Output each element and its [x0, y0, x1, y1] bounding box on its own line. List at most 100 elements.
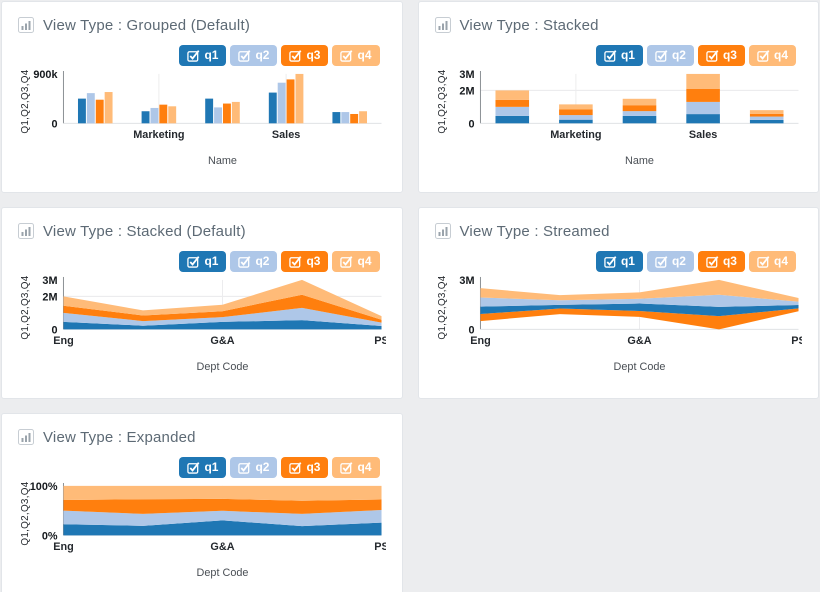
area-q3[interactable]: [63, 294, 382, 323]
legend-item-q1[interactable]: q1: [179, 457, 227, 478]
legend-item-q2[interactable]: q2: [230, 251, 278, 272]
area-q1[interactable]: [63, 520, 382, 536]
bar-q4-Marketing[interactable]: [168, 106, 177, 124]
bar-segment-q3-Eng[interactable]: [494, 99, 529, 107]
bar-q3-Eng[interactable]: [95, 99, 104, 124]
stacked-chart[interactable]: 3M 2M 0 Marketing Sales Name Q1,Q2,Q3,Q4: [435, 68, 803, 173]
bar-q3-Marketing[interactable]: [159, 104, 168, 124]
panel-header: View Type : Streamed: [434, 220, 803, 242]
bar-segment-q4-PS[interactable]: [749, 110, 784, 114]
expanded-chart[interactable]: 100% 0%Eng G&A PS Dept Code Q1,Q2,Q3,Q4: [18, 480, 386, 585]
bar-q3-PS[interactable]: [350, 113, 359, 124]
legend-item-q4[interactable]: q4: [748, 251, 796, 272]
y-tick-label: 0: [468, 324, 474, 336]
legend-item-q4[interactable]: q4: [332, 457, 380, 478]
checkbox-checked-icon: [655, 50, 668, 62]
legend-item-q1[interactable]: q1: [179, 251, 227, 272]
bar-q1-PS[interactable]: [332, 112, 341, 124]
legend-item-q3[interactable]: q3: [281, 45, 329, 66]
bar-segment-q4-Eng[interactable]: [494, 90, 529, 100]
y-tick-label: 0: [51, 324, 57, 336]
bar-q2-Marketing[interactable]: [150, 107, 159, 124]
legend-item-q4[interactable]: q4: [332, 251, 380, 272]
panel-streamed: View Type : Streamed q1 q2 q3 q4 3M 0 Eng G&A P…: [417, 207, 819, 399]
checkbox-checked-icon: [187, 256, 200, 268]
bar-q2-Sales[interactable]: [277, 82, 286, 124]
bar-segment-q1-Marketing[interactable]: [558, 119, 593, 124]
legend-item-q2[interactable]: q2: [646, 45, 694, 66]
area-q4[interactable]: [63, 279, 382, 320]
bar-segment-q4-Marketing[interactable]: [558, 104, 593, 110]
bar-segment-q2-Marketing[interactable]: [558, 115, 593, 120]
y-tick-label: 0: [51, 118, 57, 130]
area-q4[interactable]: [479, 279, 799, 302]
bar-q4-Eng[interactable]: [104, 92, 113, 124]
x-tick-label: PS: [791, 335, 802, 347]
legend-item-q4[interactable]: q4: [748, 45, 796, 66]
legend-item-q3[interactable]: q3: [697, 251, 745, 272]
x-tick-label: Eng: [53, 335, 74, 347]
bar-q4-Sales[interactable]: [295, 73, 304, 124]
area-q1[interactable]: [479, 303, 799, 317]
bar-segment-q3-Sales[interactable]: [685, 88, 720, 102]
legend-item-q3[interactable]: q3: [697, 45, 745, 66]
checkbox-checked-icon: [289, 256, 302, 268]
bar-segment-q2-Eng[interactable]: [494, 106, 529, 116]
legend-item-label: q2: [671, 254, 686, 268]
area-q2[interactable]: [63, 510, 382, 527]
legend-item-q3[interactable]: q3: [281, 251, 329, 272]
bar-segment-q4-Sales[interactable]: [685, 73, 720, 89]
legend-item-q1[interactable]: q1: [595, 45, 643, 66]
panel-header: View Type : Expanded: [18, 426, 386, 448]
bar-chart-icon: [18, 223, 34, 239]
bar-q2-PS[interactable]: [341, 112, 350, 124]
legend-item-label: q3: [306, 48, 321, 62]
bar-q1-Eng[interactable]: [77, 98, 86, 124]
area-q3[interactable]: [63, 498, 382, 514]
legend-item-q1[interactable]: q1: [595, 251, 643, 272]
bar-segment-q1-PS[interactable]: [749, 119, 784, 124]
area-q1[interactable]: [63, 320, 382, 330]
bar-q3-G&A[interactable]: [222, 103, 231, 124]
bar-segment-q1-Sales[interactable]: [685, 114, 720, 124]
legend-item-q2[interactable]: q2: [230, 45, 278, 66]
bar-q1-G&A[interactable]: [205, 98, 214, 124]
legend-item-q4[interactable]: q4: [332, 45, 380, 66]
legend-item-q2[interactable]: q2: [646, 251, 694, 272]
panel-expanded: View Type : Expanded q1 q2 q3 q4 100% 0% Eng G…: [1, 413, 403, 592]
bar-q4-G&A[interactable]: [231, 101, 240, 124]
bar-segment-q2-Sales[interactable]: [685, 101, 720, 115]
grouped-chart[interactable]: 900k 0 Marketing Sales Name Q1,Q2,Q3,Q4: [18, 68, 386, 173]
legend-item-q3[interactable]: q3: [281, 457, 329, 478]
bar-segment-q3-PS[interactable]: [749, 113, 784, 117]
bar-segment-q2-G&A[interactable]: [622, 111, 656, 116]
bar-q1-Marketing[interactable]: [141, 111, 150, 124]
legend-item-q1[interactable]: q1: [179, 45, 227, 66]
bar-segment-q3-G&A[interactable]: [622, 105, 656, 112]
checkbox-checked-icon: [604, 50, 617, 62]
area-q2[interactable]: [479, 294, 799, 307]
bar-segment-q2-PS[interactable]: [749, 116, 784, 120]
panel-title: View Type : Streamed: [459, 222, 610, 240]
area-q3[interactable]: [479, 308, 799, 330]
bar-segment-q3-Marketing[interactable]: [558, 109, 593, 116]
legend-item-label: q1: [204, 254, 219, 268]
bar-q1-Sales[interactable]: [268, 92, 277, 124]
area-q2[interactable]: [63, 307, 382, 326]
bar-q3-Sales[interactable]: [286, 79, 295, 124]
bar-q4-PS[interactable]: [359, 111, 368, 124]
legend-item-q2[interactable]: q2: [230, 457, 278, 478]
checkbox-checked-icon: [289, 50, 302, 62]
bar-segment-q1-Eng[interactable]: [494, 115, 529, 124]
bar-segment-q4-G&A[interactable]: [622, 98, 656, 106]
bar-q2-G&A[interactable]: [214, 107, 222, 124]
bar-segment-q1-G&A[interactable]: [622, 115, 656, 124]
y-tick-label: 0%: [42, 530, 58, 542]
checkbox-checked-icon: [187, 462, 200, 474]
area-q4[interactable]: [63, 485, 382, 501]
bar-q2-Eng[interactable]: [86, 93, 95, 124]
x-tick-label: Sales: [272, 129, 300, 141]
